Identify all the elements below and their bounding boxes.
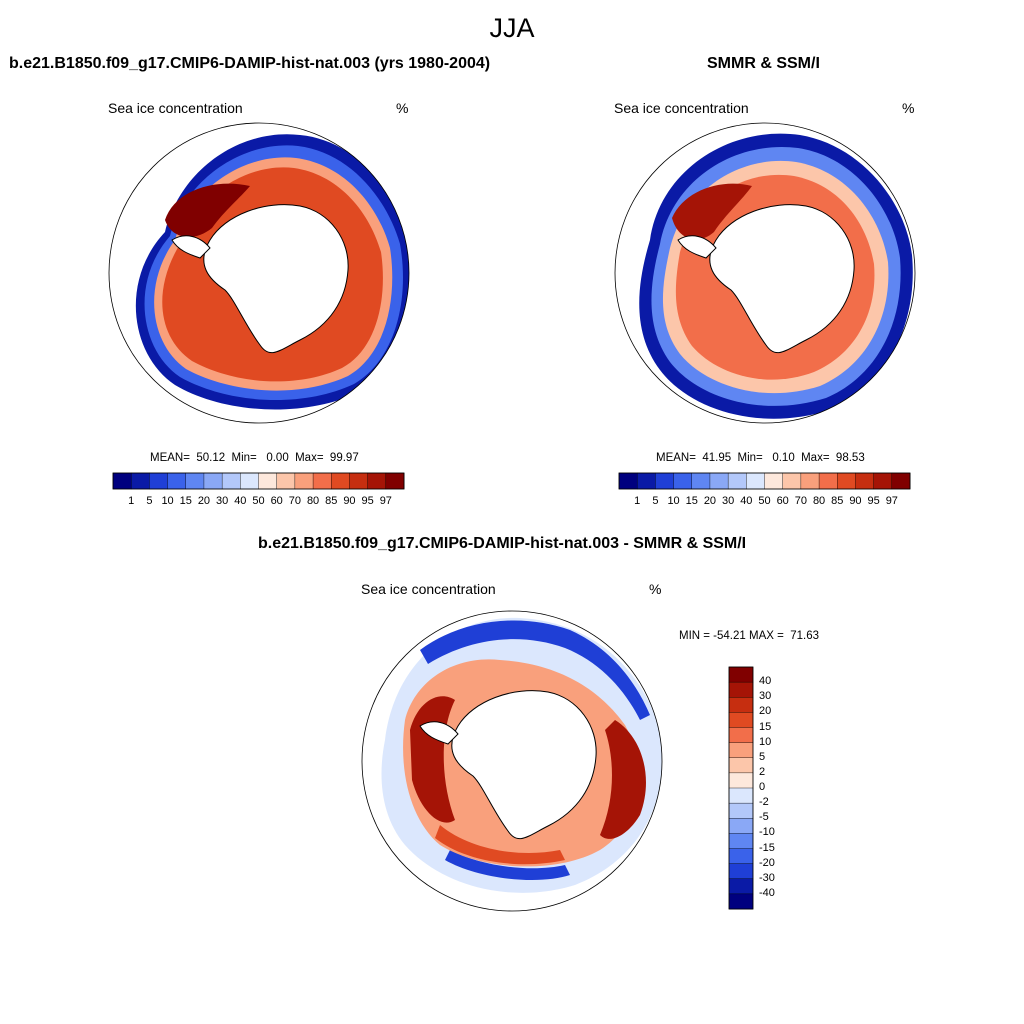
model-colorbar-tick-label: 10 — [161, 495, 174, 507]
diff-colorbar-tick-label: 30 — [759, 690, 772, 703]
model-units: % — [396, 100, 409, 116]
model-colorbar-tick-label: 85 — [325, 495, 338, 507]
model-colorbar-tick-label: 97 — [379, 495, 392, 507]
obs-colorbar-swatches — [618, 472, 911, 490]
obs-subtitle: Sea ice concentration — [614, 100, 749, 116]
diff-negative-band — [420, 620, 650, 720]
diff-colorbar-tick-label: 0 — [759, 781, 766, 793]
diff-colorbar-tick-label: -40 — [759, 886, 775, 899]
obs-colorbar-tick-label: 97 — [885, 495, 898, 507]
model-colorbar-tick-label: 90 — [343, 495, 356, 507]
diff-colorbar-tick-label: -30 — [759, 871, 775, 884]
diff-panel-title: b.e21.B1850.f09_g17.CMIP6-DAMIP-hist-nat… — [258, 535, 747, 552]
model-colorbar-tick-label: 50 — [252, 495, 265, 507]
obs-units: % — [902, 100, 915, 116]
obs-colorbar-tick-label: 40 — [740, 495, 753, 507]
diff-colorbar-tick-label: -10 — [759, 826, 775, 839]
model-colorbar-tick-label: 30 — [216, 495, 229, 507]
diff-colorbar-tick-label: -15 — [759, 841, 775, 854]
diff-colorbar-tick-label: -5 — [759, 811, 769, 824]
diff-colorbar-tick-label: 20 — [759, 705, 772, 718]
obs-colorbar-tick-label: 70 — [794, 495, 807, 507]
obs-panel-title: SMMR & SSM/I — [707, 55, 820, 72]
obs-colorbar-tick-label: 1 — [634, 495, 641, 507]
obs-colorbar-tick-label: 20 — [703, 495, 717, 507]
model-antarctica — [203, 204, 349, 354]
model-colorbar-tick-label: 20 — [197, 495, 211, 507]
obs-colorbar-tick-label: 15 — [685, 495, 698, 507]
model-colorbar-tick-label: 70 — [288, 495, 301, 507]
diff-stats: MIN = -54.21 MAX = 71.63 — [679, 630, 819, 642]
model-colorbar-tick-label: 5 — [146, 495, 153, 507]
obs-stats: MEAN= 41.95 Min= 0.10 Max= 98.53 — [656, 452, 865, 464]
diff-colorbar-swatches — [728, 666, 754, 910]
diff-colorbar-tick-label: 15 — [759, 720, 772, 733]
obs-colorbar-tick-label: 60 — [776, 495, 789, 507]
diff-subtitle: Sea ice concentration — [361, 581, 496, 597]
diff-colorbar-tick-label: 40 — [759, 675, 772, 688]
model-colorbar-tick-label: 60 — [270, 495, 283, 507]
diff-colorbar-tick-label: 5 — [759, 750, 766, 763]
model-panel-title: b.e21.B1850.f09_g17.CMIP6-DAMIP-hist-nat… — [9, 55, 491, 72]
obs-colorbar-tick-label: 5 — [652, 495, 659, 507]
obs-colorbar-tick-label: 50 — [758, 495, 771, 507]
obs-colorbar-tick-label: 30 — [722, 495, 735, 507]
model-colorbar-labels: 1 5 10 15 20 30 40 50 60 70 80 85 90 95 97 — [0, 495, 1024, 509]
model-colorbar-tick-label: 80 — [306, 495, 320, 507]
diff-colorbar-tick-label: 10 — [759, 735, 772, 748]
diff-colorbar-tick-label: -2 — [759, 796, 769, 809]
obs-antarctica — [709, 204, 855, 354]
obs-colorbar-tick-label: 10 — [667, 495, 680, 507]
obs-colorbar-tick-label: 90 — [849, 495, 862, 507]
obs-colorbar-tick-label: 85 — [831, 495, 844, 507]
diff-colorbar-tick-label: -20 — [759, 856, 775, 869]
diff-colorbar-tick-label: 2 — [759, 765, 766, 778]
obs-colorbar-tick-label: 95 — [867, 495, 880, 507]
model-stats: MEAN= 50.12 Min= 0.00 Max= 99.97 — [150, 452, 359, 464]
model-colorbar-tick-label: 95 — [361, 495, 374, 507]
model-colorbar-swatches — [112, 472, 405, 490]
model-colorbar-tick-label: 40 — [234, 495, 247, 507]
model-subtitle: Sea ice concentration — [108, 100, 243, 116]
diff-units: % — [649, 581, 662, 597]
diff-antarctica — [451, 690, 597, 840]
model-colorbar-tick-label: 1 — [128, 495, 135, 507]
model-colorbar-tick-label: 15 — [179, 495, 192, 507]
main-title: JJA — [489, 13, 535, 43]
obs-colorbar-labels: 1 5 10 15 20 30 40 50 60 70 80 85 90 95 97 — [0, 495, 1024, 509]
obs-colorbar-tick-label: 80 — [812, 495, 826, 507]
